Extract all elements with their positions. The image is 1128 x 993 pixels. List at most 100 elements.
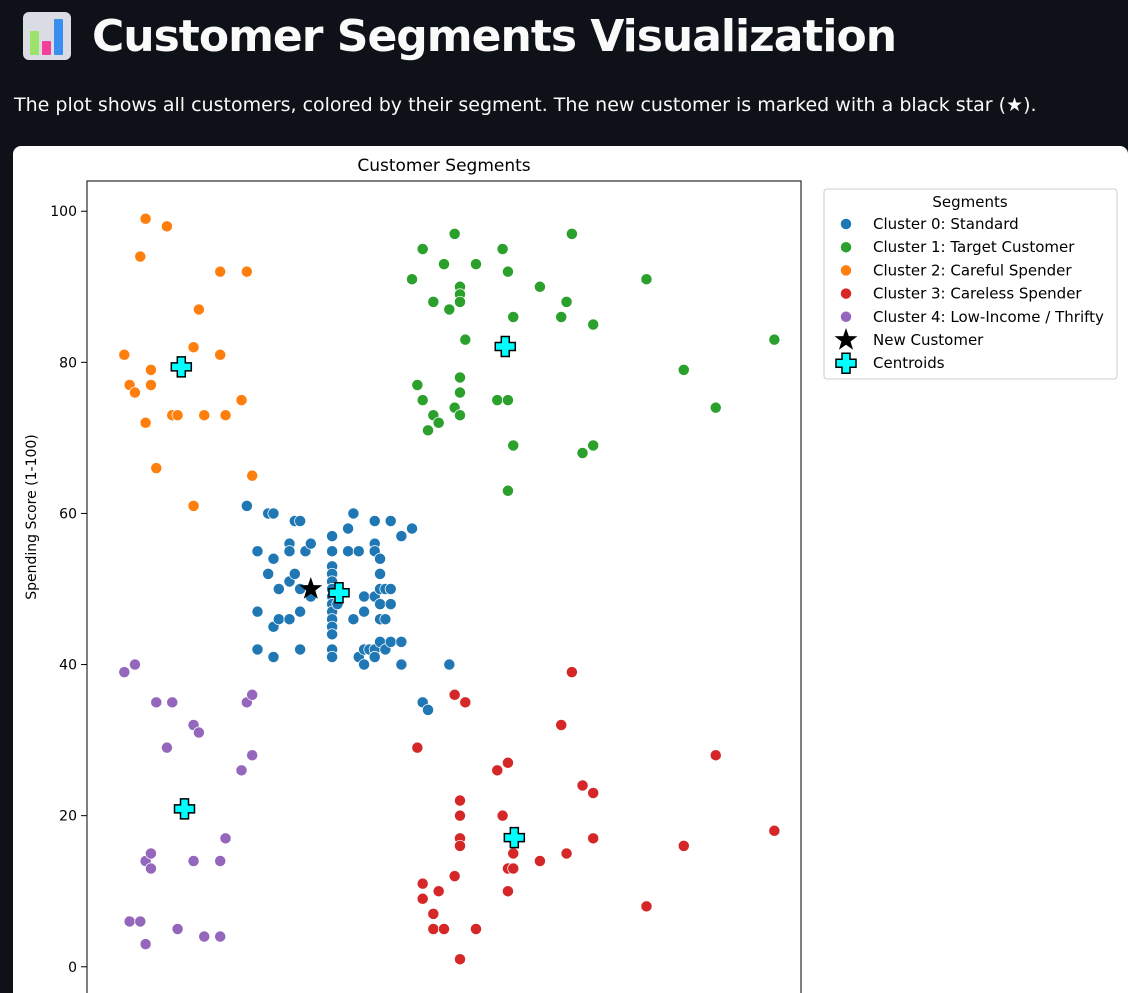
centroid-marker	[503, 826, 526, 849]
data-point	[501, 885, 514, 898]
data-point	[342, 522, 355, 535]
data-point	[587, 832, 600, 845]
data-point	[246, 469, 259, 482]
data-point	[214, 930, 227, 943]
data-point	[144, 862, 157, 875]
data-point	[555, 719, 568, 731]
legend-entry: Cluster 3: Careless Spender	[840, 285, 1082, 303]
scatter-chart: Customer Segments Spending Score (1-100)…	[24, 156, 1118, 993]
legend-items: Cluster 0: Standard Cluster 1: Target Cus…	[834, 215, 1104, 374]
data-point	[677, 839, 690, 852]
data-point	[507, 862, 520, 875]
data-point	[709, 749, 722, 762]
data-point	[326, 545, 339, 558]
data-point	[501, 756, 514, 769]
data-point	[288, 567, 301, 580]
data-point	[171, 409, 184, 422]
legend-entry: Centroids	[835, 352, 945, 374]
data-point	[555, 311, 568, 323]
data-point	[192, 303, 205, 316]
data-point	[565, 227, 578, 240]
y-tick-label: 40	[59, 658, 77, 674]
data-point	[240, 265, 253, 278]
centroid-marker	[328, 582, 350, 604]
y-tick-label: 20	[59, 809, 77, 825]
y-tick-label: 60	[59, 506, 77, 522]
data-point	[326, 530, 339, 543]
data-point	[587, 787, 600, 799]
data-point	[454, 794, 466, 807]
data-point	[533, 280, 546, 293]
chart-title: Customer Segments	[357, 156, 530, 176]
data-point	[416, 394, 429, 407]
legend-dot-icon	[840, 241, 852, 254]
legend-label: Cluster 0: Standard	[873, 215, 1019, 233]
data-point	[118, 348, 131, 361]
data-point	[422, 703, 434, 716]
data-point	[501, 394, 514, 407]
data-point	[352, 545, 365, 558]
data-point	[470, 258, 482, 271]
data-point	[448, 227, 461, 240]
data-point	[501, 265, 514, 278]
data-point	[118, 666, 131, 679]
data-point	[267, 507, 280, 520]
data-point	[139, 938, 152, 951]
y-tick-label: 80	[59, 355, 77, 371]
data-point	[448, 688, 461, 701]
data-point	[454, 409, 466, 422]
legend-label: Cluster 3: Careless Spender	[873, 285, 1082, 303]
data-point	[576, 447, 589, 459]
legend-entry: Cluster 2: Careful Spender	[840, 261, 1072, 279]
data-point	[454, 371, 466, 384]
centroid-marker	[173, 798, 196, 820]
data-point	[454, 295, 466, 308]
data-point	[251, 643, 264, 656]
data-point	[267, 651, 280, 663]
legend-label: Cluster 1: Target Customer	[873, 238, 1075, 256]
data-point	[427, 907, 440, 920]
data-point	[246, 688, 259, 701]
data-point	[374, 598, 387, 611]
legend-entry: Cluster 4: Low-Income / Thrifty	[840, 308, 1104, 326]
legend-label: Cluster 2: Careful Spender	[873, 261, 1072, 279]
data-point	[272, 613, 285, 626]
page-description: The plot shows all customers, colored by…	[14, 94, 1037, 116]
data-point	[501, 484, 514, 497]
series-2	[118, 212, 259, 512]
data-point	[150, 462, 163, 475]
data-point	[144, 847, 157, 860]
data-point	[304, 537, 317, 550]
data-point	[272, 583, 285, 595]
data-point	[496, 243, 509, 255]
data-point	[139, 416, 152, 429]
data-point	[416, 877, 429, 890]
data-point	[768, 333, 781, 346]
data-point	[677, 363, 690, 376]
data-point	[251, 545, 264, 558]
legend-entry: Cluster 1: Target Customer	[840, 238, 1075, 256]
data-point	[134, 250, 147, 263]
data-point	[443, 658, 456, 671]
legend-entry: Cluster 0: Standard	[840, 215, 1019, 233]
legend-label: New Customer	[873, 331, 984, 349]
data-point	[427, 295, 440, 308]
data-point	[294, 605, 307, 618]
centroid-marker	[170, 356, 193, 378]
data-point	[214, 348, 227, 361]
data-point	[454, 839, 466, 852]
data-point	[160, 220, 173, 233]
data-point	[709, 401, 722, 414]
data-point	[459, 696, 472, 709]
data-point	[470, 923, 482, 935]
data-point	[384, 635, 397, 648]
y-tick-label: 0	[68, 960, 77, 976]
data-point	[294, 583, 307, 595]
data-point	[406, 522, 418, 535]
data-point	[587, 318, 600, 331]
data-point	[214, 855, 227, 867]
data-point	[262, 567, 275, 580]
data-point	[496, 809, 509, 822]
data-point	[379, 613, 392, 626]
data-point	[443, 303, 456, 316]
